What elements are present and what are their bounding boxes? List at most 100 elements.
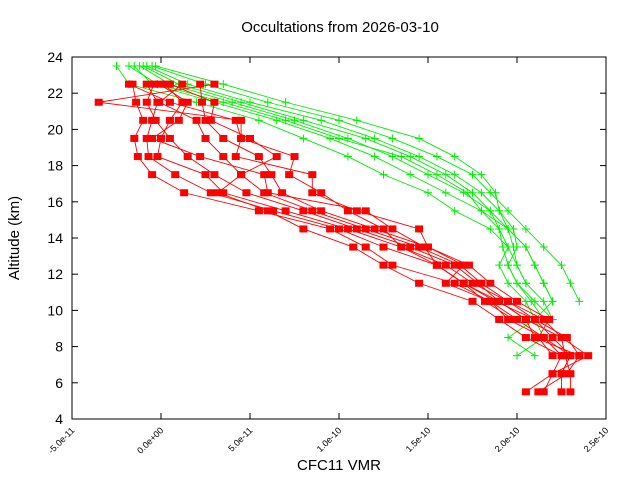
green-plus-point xyxy=(406,170,415,179)
green-plus-point xyxy=(415,134,424,143)
red-profile-8 xyxy=(165,80,566,360)
y-tick-label: 6 xyxy=(55,375,63,391)
red-profile-0 xyxy=(128,80,566,396)
green-plus-point xyxy=(406,152,415,161)
red-square-point xyxy=(174,116,183,124)
red-square-point xyxy=(575,352,584,360)
red-square-point xyxy=(133,153,142,161)
red-square-point xyxy=(352,207,361,215)
red-square-point xyxy=(308,171,317,179)
red-square-point xyxy=(165,134,174,142)
green-plus-point xyxy=(299,134,308,143)
green-plus-point xyxy=(432,152,441,161)
x-tick-label: 5.0e-11 xyxy=(226,425,254,453)
green-plus-point xyxy=(432,170,441,179)
red-profile-line xyxy=(146,83,580,393)
green-plus-point xyxy=(521,243,530,252)
green-plus-point xyxy=(498,243,507,252)
red-square-point xyxy=(299,225,308,233)
plot-frame xyxy=(71,56,607,420)
x-tick-label: 0.0e+00 xyxy=(135,425,165,455)
red-square-point xyxy=(548,334,557,342)
green-plus-point xyxy=(379,170,388,179)
green-plus-point xyxy=(463,188,472,197)
red-square-point xyxy=(557,370,566,378)
red-square-point xyxy=(557,352,566,360)
red-square-point xyxy=(415,243,424,251)
red-square-point xyxy=(459,279,468,287)
red-square-point xyxy=(178,80,187,88)
red-square-point xyxy=(539,334,548,342)
red-square-point xyxy=(545,315,554,323)
green-plus-point xyxy=(219,98,228,107)
red-square-point xyxy=(308,189,317,197)
red-square-point xyxy=(142,98,151,106)
red-square-point xyxy=(183,153,192,161)
red-square-point xyxy=(361,243,370,251)
red-square-point xyxy=(415,225,424,233)
red-profile-2 xyxy=(153,80,575,396)
red-square-point xyxy=(548,352,557,360)
series-layer xyxy=(94,62,593,396)
green-plus-point xyxy=(299,116,308,125)
y-tick-label: 4 xyxy=(55,411,63,427)
red-square-point xyxy=(201,171,210,179)
red-square-point xyxy=(201,116,210,124)
red-square-point xyxy=(450,279,459,287)
red-square-point xyxy=(237,116,246,124)
red-square-point xyxy=(415,279,424,287)
red-square-point xyxy=(432,261,441,269)
red-square-point xyxy=(231,116,240,124)
y-tick-label: 22 xyxy=(47,85,63,101)
y-tick-label: 10 xyxy=(47,302,63,318)
green-plus-point xyxy=(397,152,406,161)
y-tick-label: 18 xyxy=(47,158,63,174)
x-tick-label: 1.0e-10 xyxy=(315,425,344,454)
red-square-point xyxy=(406,243,415,251)
red-square-point xyxy=(379,225,388,233)
red-square-point xyxy=(149,80,158,88)
green-plus-point xyxy=(548,297,557,306)
red-square-point xyxy=(521,334,530,342)
green-plus-point xyxy=(477,206,486,215)
red-square-point xyxy=(165,80,174,88)
red-square-point xyxy=(584,352,593,360)
red-square-point xyxy=(343,225,352,233)
green-plus-point xyxy=(575,297,584,306)
red-square-point xyxy=(361,225,370,233)
red-square-point xyxy=(486,279,495,287)
red-square-point xyxy=(269,207,278,215)
red-square-point xyxy=(210,80,219,88)
red-square-point xyxy=(557,388,566,396)
green-plus-point xyxy=(539,279,548,288)
red-square-point xyxy=(486,297,495,305)
red-square-point xyxy=(459,261,468,269)
green-profile-line xyxy=(128,65,554,302)
red-square-point xyxy=(183,98,192,106)
red-square-point xyxy=(263,207,272,215)
red-square-point xyxy=(317,189,326,197)
green-plus-point xyxy=(521,224,530,233)
red-square-point xyxy=(379,243,388,251)
green-plus-point xyxy=(504,279,513,288)
x-tick-label: 1.5e-10 xyxy=(404,425,433,454)
red-square-point xyxy=(180,189,189,197)
red-square-point xyxy=(521,315,530,323)
red-square-point xyxy=(530,315,539,323)
red-square-point xyxy=(94,98,103,106)
red-square-point xyxy=(219,153,228,161)
green-plus-point xyxy=(441,188,450,197)
red-profile-line xyxy=(146,83,571,392)
green-plus-point xyxy=(495,224,504,233)
green-plus-point xyxy=(450,152,459,161)
red-square-point xyxy=(352,225,361,233)
y-tick-label: 14 xyxy=(47,230,63,246)
x-tick-label: 2.5e-10 xyxy=(582,425,611,454)
red-square-point xyxy=(157,134,165,142)
red-square-point xyxy=(206,116,215,124)
red-square-point xyxy=(379,261,388,269)
green-plus-point xyxy=(513,279,521,288)
green-plus-point xyxy=(388,134,397,143)
red-square-point xyxy=(242,189,251,197)
green-plus-point xyxy=(539,243,548,252)
